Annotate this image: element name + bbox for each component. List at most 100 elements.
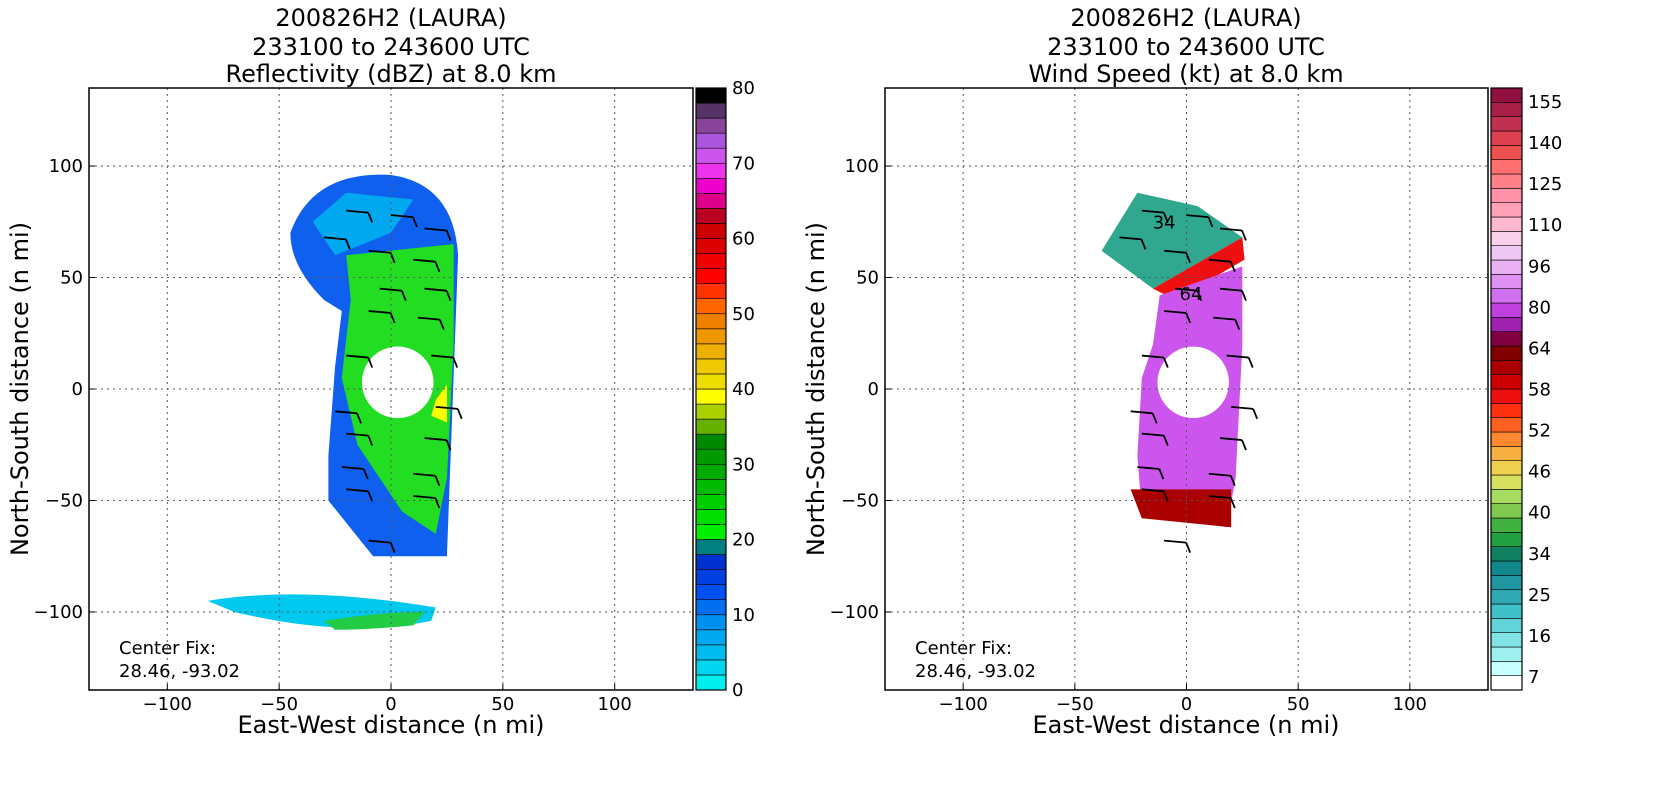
colorbar-swatch — [695, 599, 727, 616]
colorbar-swatch — [695, 659, 727, 676]
colorbar-swatch — [1490, 388, 1523, 404]
colorbar-tick-label: 25 — [1528, 585, 1551, 606]
colorbar-tick-label: 110 — [1528, 215, 1562, 236]
reflectivity-yellow-patch — [431, 384, 447, 423]
wind-barb-flag — [445, 290, 452, 302]
chart-title-line: Wind Speed (kt) at 8.0 km — [1028, 60, 1343, 88]
y-tick-label: 0 — [868, 379, 879, 400]
colorbar-swatch — [695, 373, 727, 390]
colorbar-swatch — [1490, 646, 1523, 662]
colorbar-swatch — [695, 539, 727, 555]
reflectivity-cyan-patch — [312, 192, 414, 256]
reflectivity-south-green — [323, 611, 425, 630]
wind-barb-flag — [1229, 475, 1236, 487]
wind-barb-flag — [1241, 290, 1247, 302]
colorbar-tick-label: 64 — [1528, 338, 1551, 359]
wind-barb-flag — [1158, 468, 1165, 480]
colorbar-swatch — [1490, 632, 1523, 648]
colorbar-tick-label: 40 — [732, 379, 755, 400]
wind-barb-flag — [1162, 490, 1169, 502]
colorbar-frame — [695, 87, 727, 691]
wind-barb-flag — [1207, 216, 1214, 228]
wind-barb — [368, 539, 391, 544]
x-tick-label: 100 — [598, 694, 632, 715]
colorbar-tick-label: 96 — [1528, 256, 1551, 277]
colorbar-swatch — [1490, 446, 1523, 461]
colorbar-swatch — [1490, 302, 1523, 318]
wind-barb-flag — [456, 408, 463, 420]
chart-title-line: 200826H2 (LAURA) — [1070, 4, 1301, 32]
center-fix-annotation: Center Fix: — [915, 638, 1012, 659]
x-tick-label: −50 — [1056, 694, 1094, 715]
wind-barb-flag — [1185, 252, 1192, 264]
eye — [1157, 346, 1229, 419]
wind-barb — [1208, 495, 1231, 499]
wind-barb — [1141, 488, 1164, 493]
colorbar-swatch — [695, 644, 727, 661]
colorbar-tick-label: 140 — [1528, 133, 1562, 154]
colorbar-swatch — [695, 313, 727, 330]
colorbar-swatch — [1490, 259, 1523, 275]
colorbar-tick-label: 16 — [1528, 626, 1551, 647]
colorbar-tick-label: 7 — [1528, 667, 1539, 688]
colorbar-tick-label: 70 — [732, 153, 755, 174]
colorbar-tick-label: 46 — [1528, 462, 1551, 483]
wind-barb — [435, 405, 458, 410]
colorbar-tick-label: 40 — [1528, 503, 1551, 524]
x-tick-label: −50 — [260, 694, 298, 715]
wind-barb — [1130, 410, 1153, 415]
colorbar-swatch — [1490, 661, 1523, 676]
wind-barb-flag — [367, 490, 374, 502]
colorbar-swatch — [695, 178, 727, 194]
colorbar-swatch — [695, 268, 727, 284]
wind-barb-flag — [345, 239, 351, 250]
wind-barb-flag — [400, 290, 407, 302]
x-tick-label: 100 — [1393, 694, 1427, 715]
colorbar-swatch — [1490, 102, 1523, 117]
colorbar-swatch — [1490, 274, 1523, 289]
colorbar-swatch — [695, 448, 727, 465]
wind-red-patch — [1153, 237, 1245, 300]
wind-barb — [413, 258, 436, 263]
x-tick-label: 0 — [1181, 694, 1192, 715]
colorbar-swatch — [1490, 675, 1523, 691]
colorbar-frame — [1490, 87, 1523, 691]
colorbar-tick-label: 50 — [732, 304, 755, 325]
colorbar-swatch — [1490, 546, 1523, 562]
colorbar-tick-label: 80 — [1528, 297, 1551, 318]
colorbar-swatch — [1490, 417, 1523, 433]
y-tick-label: 100 — [49, 156, 83, 177]
wind-barb-flag — [389, 312, 396, 324]
wind-barb — [346, 354, 369, 359]
wind-barb-flag — [1140, 239, 1147, 250]
wind-barb-flag — [389, 542, 396, 553]
wind-barb-flag — [1241, 439, 1247, 451]
colorbar-tick-label: 155 — [1528, 92, 1562, 113]
wind-barb-flag — [356, 412, 362, 424]
y-tick-label: −100 — [830, 602, 879, 623]
colorbar-swatch — [1490, 202, 1523, 218]
chart-title-line: 233100 to 243600 UTC — [1047, 33, 1325, 61]
chart-title-line: 200826H2 (LAURA) — [275, 4, 506, 32]
reflectivity-panel: 200826H2 (LAURA)233100 to 243600 UTCRefl… — [6, 4, 755, 739]
colorbar-swatch — [1490, 288, 1523, 304]
wind-barb-flag — [367, 212, 374, 223]
wind-barb — [431, 354, 454, 359]
wind-barbs — [1119, 209, 1259, 553]
colorbar-swatch — [695, 524, 727, 540]
colorbar-swatch — [695, 117, 727, 134]
colorbar-swatch — [1490, 159, 1523, 175]
wind-barb — [390, 214, 414, 218]
colorbar-swatch — [1490, 145, 1523, 160]
wind-barb — [1186, 214, 1209, 218]
y-axis-label: North-South distance (n mi) — [802, 222, 830, 556]
x-axis-label: East-West distance (n mi) — [237, 711, 544, 739]
colorbar-swatch — [1490, 403, 1523, 418]
wind-barb — [1213, 316, 1236, 321]
colorbar-swatch — [695, 433, 727, 450]
colorbar-swatch — [695, 223, 727, 239]
colorbar-swatch — [695, 238, 727, 254]
colorbar-swatch — [1490, 575, 1523, 590]
colorbar-swatch — [1490, 317, 1523, 332]
wind-barb — [1164, 539, 1187, 544]
